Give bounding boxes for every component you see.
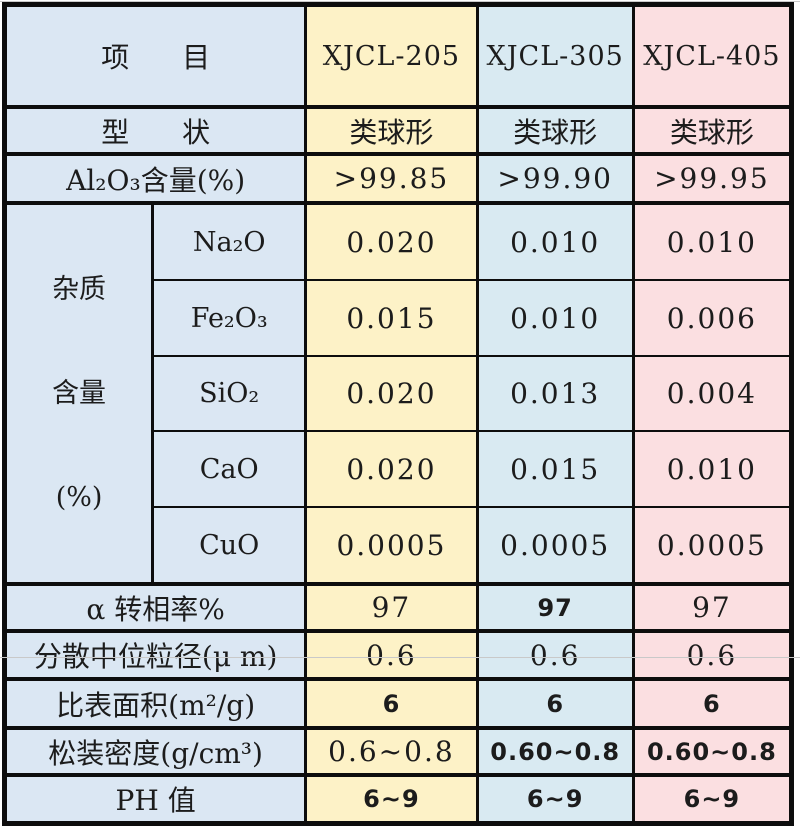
cell-al2o3-xjcl405: >99.95 bbox=[631, 152, 794, 205]
row-impurity-fe2o3: Fe₂O₃ 0.015 0.010 0.006 bbox=[5, 279, 794, 357]
row-bulk-density: 松装密度(g/cm³) 0.6~0.8 0.60~0.8 0.60~0.8 bbox=[2, 726, 794, 778]
row-alpha-phase-rate: α 转相率% 97 97 97 bbox=[2, 582, 794, 634]
impurity-group-label-line3: (%) bbox=[55, 481, 103, 513]
product-header-xjcl205: XJCL-205 bbox=[304, 2, 479, 109]
cell-median-xjcl305: 0.6 bbox=[475, 629, 635, 682]
row-al2o3-content: Al₂O₃含量(%) >99.85 >99.90 >99.95 bbox=[2, 152, 794, 205]
cell-surface-xjcl405: 6 bbox=[631, 677, 794, 731]
cell-fe2o3-xjcl305: 0.010 bbox=[475, 279, 635, 357]
row-impurity-cao: CaO 0.020 0.015 0.010 bbox=[5, 430, 794, 508]
cell-fe2o3-xjcl405: 0.006 bbox=[631, 279, 794, 357]
cell-sio2-xjcl405: 0.004 bbox=[631, 354, 794, 433]
impurity-group-label-line2: 含量 bbox=[52, 377, 107, 409]
impurity-name-cuo: CuO bbox=[151, 505, 308, 586]
row-shape: 型 状 类球形 类球形 类球形 bbox=[2, 105, 794, 156]
impurity-group-label-line1: 杂质 bbox=[52, 274, 107, 305]
cell-cao-xjcl405: 0.010 bbox=[631, 430, 794, 508]
row-median-label: 分散中位粒径(μ m) bbox=[2, 629, 308, 682]
cell-fe2o3-xjcl205: 0.015 bbox=[304, 279, 479, 357]
row-ph-value: PH 值 6~9 6~9 6~9 bbox=[2, 773, 794, 826]
impurity-group-label: 杂质 含量 (%) bbox=[2, 201, 155, 586]
impurity-name-fe2o3: Fe₂O₃ bbox=[151, 279, 308, 357]
cell-ph-xjcl405: 6~9 bbox=[631, 773, 794, 826]
cell-density-xjcl405: 0.60~0.8 bbox=[631, 726, 794, 778]
row-alpha-label: α 转相率% bbox=[2, 582, 308, 634]
cell-sio2-xjcl205: 0.020 bbox=[304, 354, 479, 433]
cell-al2o3-xjcl305: >99.90 bbox=[475, 152, 635, 205]
header-row: 项 目 XJCL-205 XJCL-305 XJCL-405 bbox=[2, 2, 794, 109]
cell-surface-xjcl305: 6 bbox=[475, 677, 635, 731]
cell-shape-xjcl405: 类球形 bbox=[631, 105, 794, 156]
cell-cao-xjcl205: 0.020 bbox=[304, 430, 479, 508]
cell-shape-xjcl205: 类球形 bbox=[304, 105, 479, 156]
cell-surface-xjcl205: 6 bbox=[304, 677, 479, 731]
cell-cuo-xjcl305: 0.0005 bbox=[475, 505, 635, 586]
product-header-xjcl305: XJCL-305 bbox=[475, 2, 635, 109]
row-density-label: 松装密度(g/cm³) bbox=[2, 726, 308, 778]
cell-na2o-xjcl305: 0.010 bbox=[475, 201, 635, 282]
cell-density-xjcl305: 0.60~0.8 bbox=[475, 726, 635, 778]
impurity-name-cao: CaO bbox=[151, 430, 308, 508]
cell-median-xjcl205: 0.6 bbox=[304, 629, 479, 682]
cell-alpha-xjcl405: 97 bbox=[631, 582, 794, 634]
cell-na2o-xjcl205: 0.020 bbox=[304, 201, 479, 282]
cell-shape-xjcl305: 类球形 bbox=[475, 105, 635, 156]
row-impurity-sio2: SiO₂ 0.020 0.013 0.004 bbox=[5, 354, 794, 433]
header-item-label: 项 目 bbox=[2, 2, 308, 109]
cell-ph-xjcl205: 6~9 bbox=[304, 773, 479, 826]
cell-cuo-xjcl205: 0.0005 bbox=[304, 505, 479, 586]
cell-sio2-xjcl305: 0.013 bbox=[475, 354, 635, 433]
impurity-name-sio2: SiO₂ bbox=[151, 354, 308, 433]
cell-cuo-xjcl405: 0.0005 bbox=[631, 505, 794, 586]
row-al2o3-label: Al₂O₃含量(%) bbox=[2, 152, 308, 205]
cell-al2o3-xjcl205: >99.85 bbox=[304, 152, 479, 205]
cell-density-xjcl205: 0.6~0.8 bbox=[304, 726, 479, 778]
cell-alpha-xjcl205: 97 bbox=[304, 582, 479, 634]
row-specific-surface-area: 比表面积(m²/g) 6 6 6 bbox=[2, 677, 794, 731]
row-shape-label: 型 状 bbox=[2, 105, 308, 156]
row-ph-label: PH 值 bbox=[2, 773, 308, 826]
row-impurity-cuo: CuO 0.0005 0.0005 0.0005 bbox=[5, 505, 794, 586]
impurity-name-na2o: Na₂O bbox=[151, 201, 308, 282]
cell-alpha-xjcl305: 97 bbox=[475, 582, 635, 634]
product-header-xjcl405: XJCL-405 bbox=[631, 2, 794, 109]
row-median-particle-size: 分散中位粒径(μ m) 0.6 0.6 0.6 bbox=[2, 629, 794, 682]
cell-ph-xjcl305: 6~9 bbox=[475, 773, 635, 826]
cell-na2o-xjcl405: 0.010 bbox=[631, 201, 794, 282]
cell-median-xjcl405: 0.6 bbox=[631, 629, 794, 682]
row-impurity-na2o: 杂质 含量 (%) Na₂O 0.020 0.010 0.010 bbox=[2, 201, 794, 586]
row-surface-label: 比表面积(m²/g) bbox=[2, 677, 308, 731]
cell-cao-xjcl305: 0.015 bbox=[475, 430, 635, 508]
